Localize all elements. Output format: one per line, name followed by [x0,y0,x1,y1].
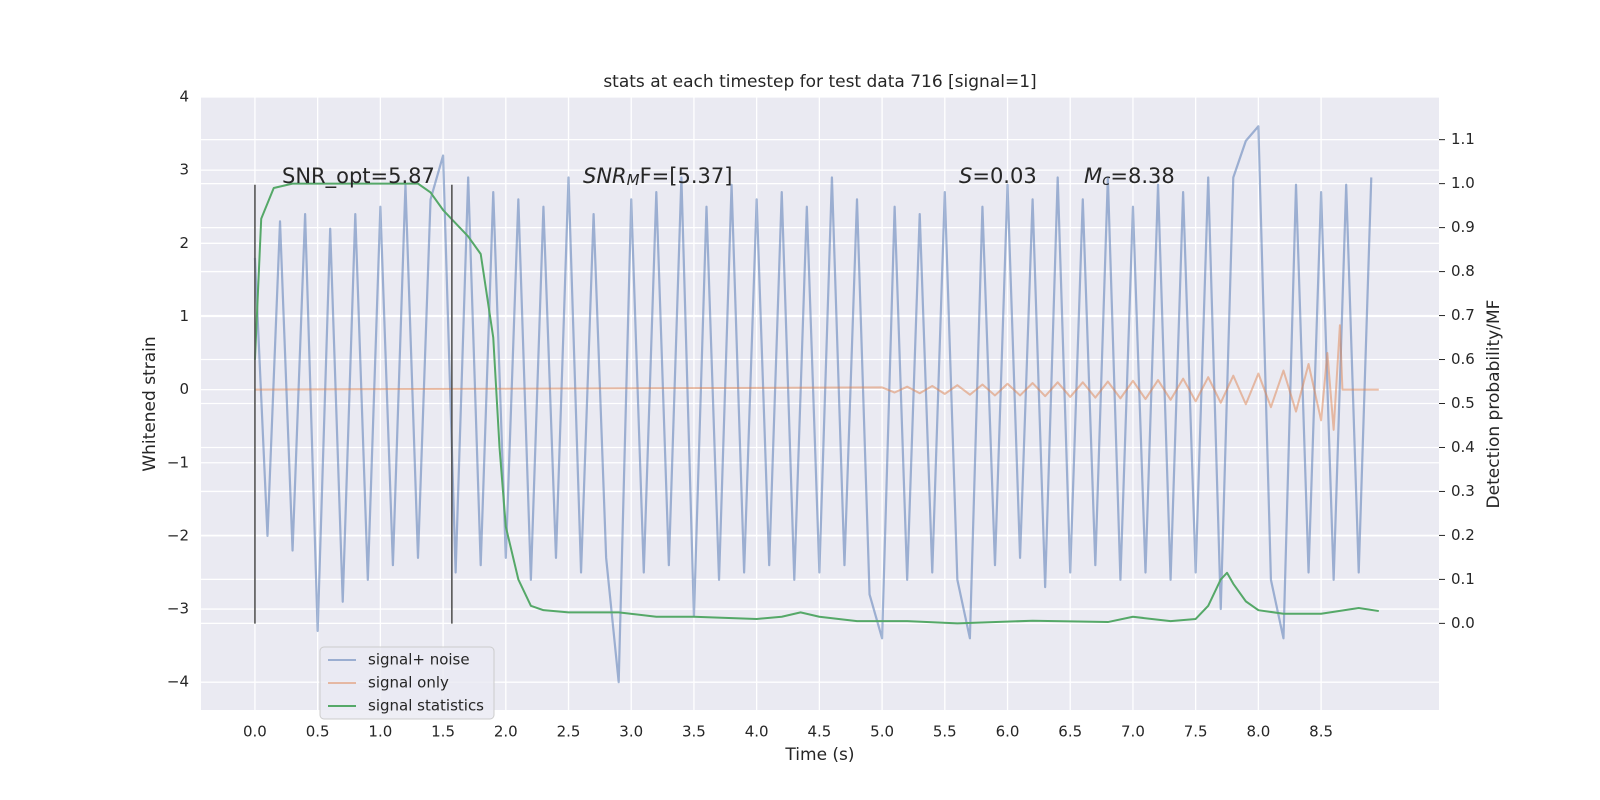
y2-tick-label: 0.3 [1451,482,1475,500]
y-axis-label: Whitened strain [140,336,160,471]
legend-label: signal only [368,674,449,692]
y-tick-label: 3 [179,161,189,179]
y2-axis-label: Detection probability/MF [1484,300,1504,509]
chart-title: stats at each timestep for test data 716… [603,72,1036,92]
x-tick-label: 3.0 [619,723,643,741]
legend: signal+ noise signal only signal statistic… [319,646,495,720]
annotation-part: F=[5.37] [640,164,733,188]
y2-tick-label: 0.1 [1451,570,1475,588]
x-tick-label: 0.5 [306,723,330,741]
x-tick-label: 7.5 [1184,723,1208,741]
annotation: S=0.03 [959,164,1037,188]
y2-tick-label: 0.5 [1451,394,1475,412]
annotation-part: =0.03 [972,164,1036,188]
y2-tick-label: 1.0 [1451,174,1475,192]
x-tick-label: 1.0 [368,723,392,741]
x-tick-label: 5.0 [870,723,894,741]
y2-tick-label: 0.6 [1451,350,1475,368]
y-tick-label: −4 [167,673,189,691]
x-tick-label: 6.0 [996,723,1020,741]
x-tick-label: 7.0 [1121,723,1145,741]
annotation-part: SNR [583,164,627,188]
annotation: Mc=8.38 [1084,164,1175,189]
annotation-part: SNR_opt=5.87 [282,164,435,189]
x-tick-label: 0.0 [243,723,267,741]
series-line [254,324,1379,431]
annotation-part: M [1084,164,1102,188]
y2-tick-label: 0.8 [1451,262,1475,280]
y2-tick-label: 0.0 [1451,614,1475,632]
y-tick-label: 4 [179,88,189,106]
legend-label: signal statistics [368,697,484,715]
x-tick-label: 5.5 [933,723,957,741]
x-tick-label: 3.5 [682,723,706,741]
y2-tick-label: 0.2 [1451,526,1475,544]
y-tick-label: 1 [179,307,189,325]
y2-tick-label: 0.4 [1451,438,1475,456]
annotation-part: c [1102,171,1111,189]
x-tick-label: 2.5 [557,723,581,741]
annotation: SNRMF=[5.37] [583,164,732,189]
y-tick-label: −1 [167,453,189,471]
x-tick-label: 1.5 [431,723,455,741]
y-tick-label: 0 [179,380,189,398]
y2-tick-label: 0.7 [1451,306,1475,324]
x-tick-label: 2.0 [494,723,518,741]
legend-label: signal+ noise [368,651,470,669]
x-tick-label: 8.5 [1309,723,1333,741]
annotation-part: =8.38 [1110,164,1174,188]
x-tick-label: 6.5 [1058,723,1082,741]
x-axis-label: Time (s) [784,745,854,765]
annotation-part: M [627,171,640,189]
y2-tick-label: 0.9 [1451,218,1475,236]
series-line [253,182,1379,625]
y2-tick-label: 1.1 [1451,130,1475,148]
y-tick-label: −2 [167,526,189,544]
x-tick-label: 4.5 [807,723,831,741]
x-tick-label: 8.0 [1246,723,1270,741]
x-tick-label: 4.0 [745,723,769,741]
y-tick-label: −3 [167,600,189,618]
annotation: SNR_opt=5.87 [282,164,435,189]
y-tick-label: 2 [179,234,189,252]
series-line [253,125,1373,684]
annotation-part: S [959,164,972,188]
legend-box [319,646,495,720]
